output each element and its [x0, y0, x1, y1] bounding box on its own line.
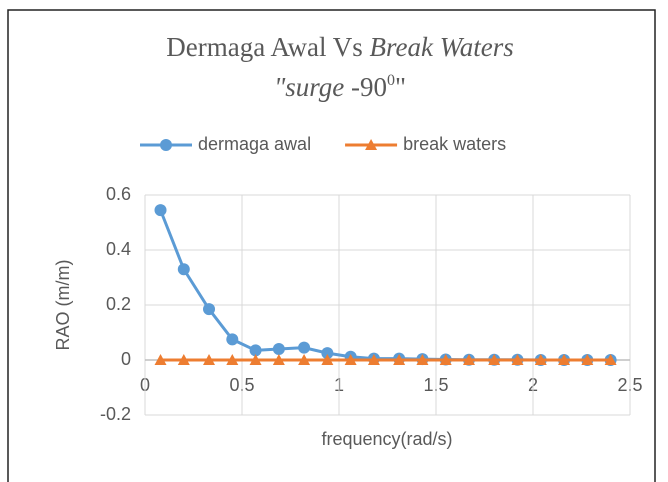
- y-tick-label: -0.2: [100, 404, 131, 424]
- marker: [177, 354, 190, 365]
- marker: [439, 354, 452, 365]
- y-axis-label: RAO (m/m): [53, 260, 73, 351]
- x-axis-label: frequency(rad/s): [321, 429, 452, 449]
- subtitle-part: -90: [351, 72, 387, 102]
- marker: [344, 354, 357, 365]
- chart-subtitle: "surge -900": [274, 72, 406, 103]
- marker: [321, 354, 334, 365]
- subtitle-part: ": [395, 72, 406, 102]
- marker: [558, 354, 571, 365]
- y-tick-label: 0.2: [106, 294, 131, 314]
- subtitle-part: "surge: [274, 72, 344, 102]
- marker: [203, 303, 216, 316]
- marker: [511, 354, 524, 365]
- y-tick-label: 0: [121, 349, 131, 369]
- marker: [462, 354, 475, 365]
- marker: [272, 343, 285, 355]
- marker: [534, 354, 547, 365]
- marker: [203, 354, 216, 365]
- marker: [367, 354, 380, 365]
- marker: [226, 354, 239, 365]
- marker: [154, 354, 167, 365]
- marker: [321, 347, 334, 360]
- y-tick-label: 0.6: [106, 184, 131, 204]
- frame: [7, 9, 656, 482]
- title-part: Dermaga Awal Vs: [166, 32, 362, 62]
- marker: [249, 344, 262, 357]
- marker: [416, 354, 429, 365]
- marker: [581, 354, 594, 365]
- marker: [393, 354, 406, 365]
- marker: [604, 354, 617, 365]
- marker: [226, 333, 239, 346]
- marker: [298, 341, 311, 354]
- legend-marker: [160, 139, 172, 151]
- subtitle-part: 0: [387, 72, 395, 89]
- legend-marker: [365, 139, 378, 150]
- marker: [488, 354, 501, 365]
- legend-label: break waters: [403, 134, 506, 154]
- marker: [249, 354, 262, 365]
- marker: [298, 354, 311, 365]
- marker: [272, 354, 285, 365]
- legend-label: dermaga awal: [198, 134, 311, 154]
- marker: [177, 263, 190, 276]
- chart-title: Dermaga Awal Vs Break Waters: [166, 32, 513, 62]
- y-tick-label: 0.4: [106, 239, 131, 259]
- title-part: Break Waters: [370, 32, 514, 62]
- marker: [154, 204, 167, 217]
